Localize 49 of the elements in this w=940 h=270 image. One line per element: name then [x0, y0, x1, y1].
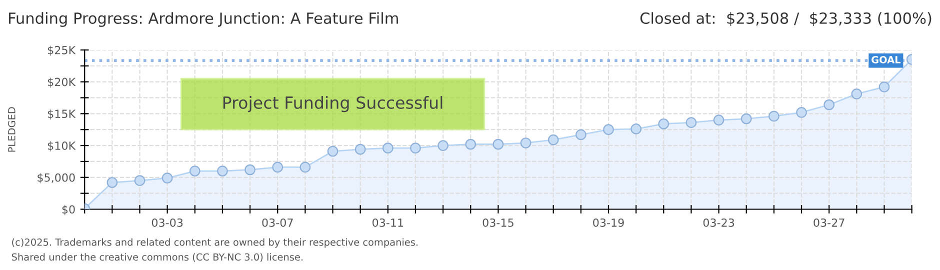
- point: [603, 124, 614, 136]
- y-tick-label: $25K: [48, 46, 76, 56]
- ref-line-label: GOAL: [872, 56, 901, 64]
- y-tick-label: $20K: [48, 78, 76, 88]
- point: [410, 142, 421, 154]
- x-tick-label: 03-23: [703, 218, 734, 227]
- point: [740, 113, 752, 124]
- x-tick-label: 03-11: [372, 218, 404, 227]
- annotation: Project Funding Successful: [223, 96, 442, 112]
- chart-subtitle: Closed at: $23,508 / $23,333 (100%): [640, 12, 932, 26]
- point: [162, 172, 173, 184]
- point: [796, 106, 807, 118]
- chart-title: Funding Progress: Ardmore Junction: A Feature Film: [9, 12, 398, 27]
- x-tick-label: 03-27: [814, 218, 844, 227]
- point: [244, 164, 256, 176]
- x-tick-label: 03-15: [482, 218, 514, 227]
- point: [548, 134, 559, 146]
- point: [576, 129, 586, 140]
- point: [768, 110, 780, 122]
- point: [134, 175, 146, 186]
- x-tick-label: 03-19: [593, 218, 624, 227]
- x-tick-label: 03-07: [262, 218, 293, 227]
- point: [686, 117, 697, 128]
- point: [824, 99, 834, 110]
- point: [492, 138, 504, 150]
- text: Shared under the creative commons (CC BY-NC 3.0) license.: [12, 253, 302, 262]
- point: [520, 138, 532, 148]
- x-tick-label: 03-03: [152, 218, 183, 227]
- point: [300, 162, 311, 173]
- point: [713, 114, 724, 126]
- point: [658, 118, 670, 130]
- point: [878, 81, 890, 92]
- y-tick-label: $0: [62, 205, 75, 216]
- text: (c)2025. Trademarks and related content are owned by their respective companies.: [12, 238, 418, 248]
- point: [217, 166, 228, 176]
- point: [327, 146, 338, 157]
- point: [106, 177, 118, 188]
- point: [272, 162, 284, 173]
- y-tick-label: $5,000: [38, 173, 75, 184]
- point: [630, 124, 642, 134]
- point: [382, 142, 394, 154]
- point: [438, 140, 448, 151]
- point: [851, 88, 862, 100]
- y-tick-label: $15K: [48, 109, 76, 120]
- point: [354, 144, 366, 155]
- y-axis-title: PLEDGED: [8, 107, 16, 152]
- point: [465, 138, 476, 150]
- y-tick-label: $10K: [48, 141, 76, 152]
- point: [189, 166, 200, 176]
